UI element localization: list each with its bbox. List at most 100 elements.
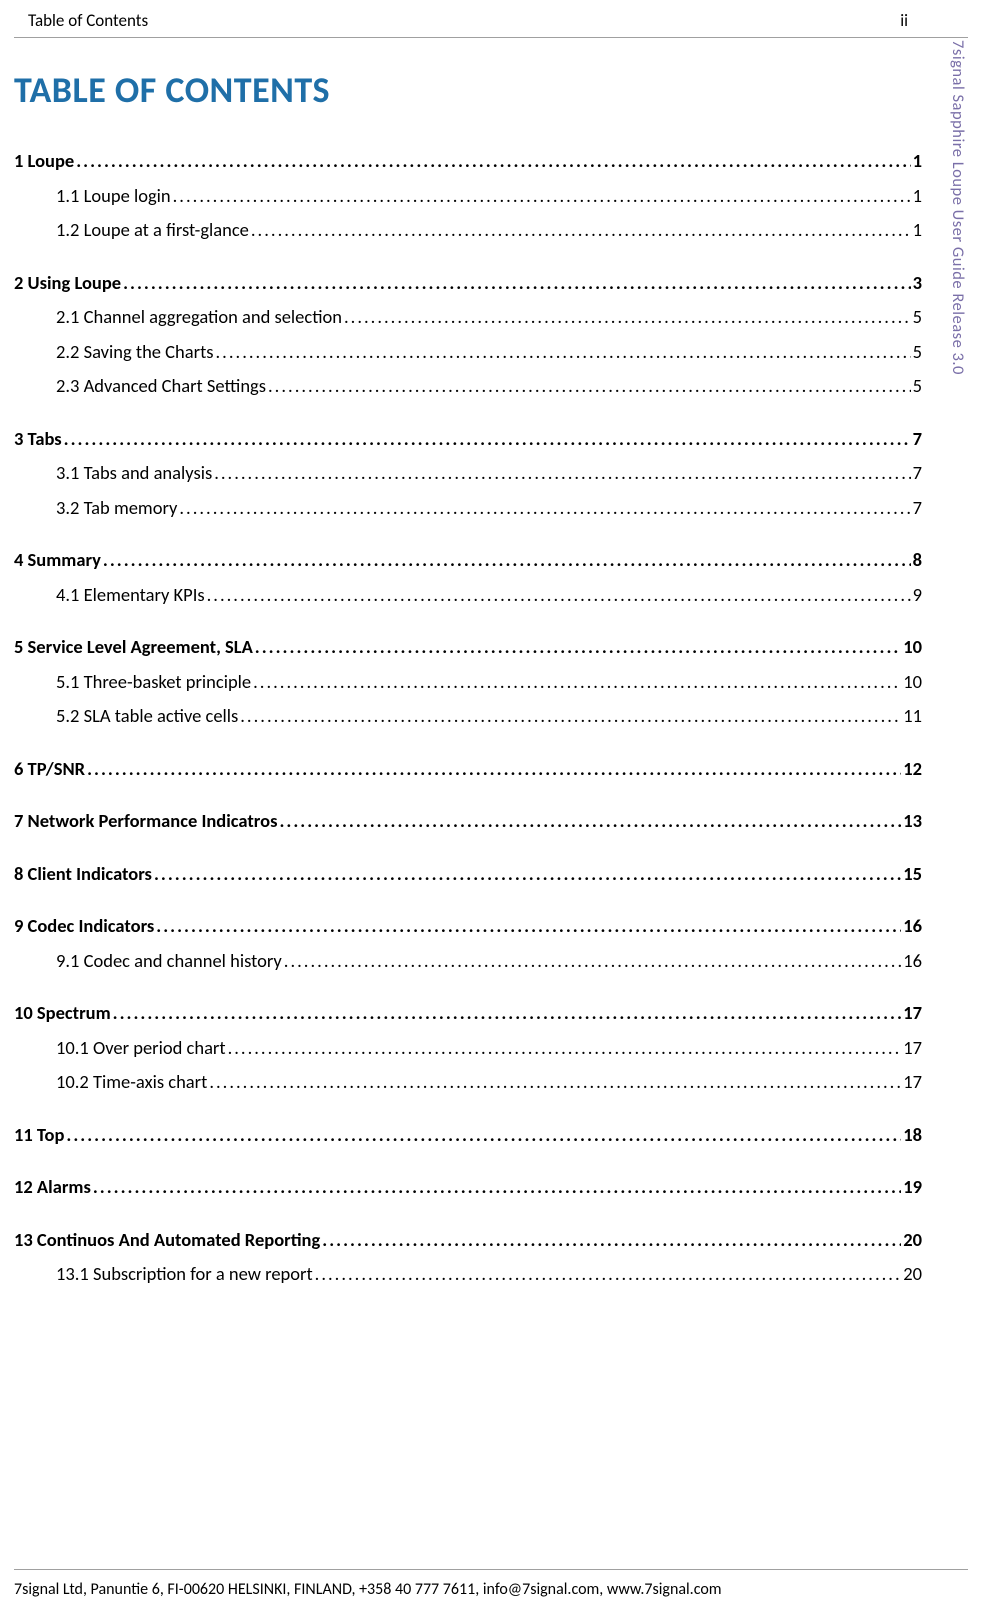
toc-leader-dots — [282, 952, 901, 971]
toc-entry-label: 8 Client Indicators — [14, 865, 152, 884]
toc-entry-page: 5 — [911, 308, 922, 327]
toc-entry-label: 9.1 Codec and channel history — [56, 952, 282, 971]
toc-entry-label: 1.1 Loupe login — [56, 187, 171, 206]
toc-leader-dots — [249, 221, 911, 240]
toc-leader-dots — [277, 812, 901, 831]
toc-leader-dots — [121, 274, 911, 293]
toc-entry[interactable]: 3.1 Tabs and analysis7 — [14, 464, 922, 483]
toc-leader-dots — [74, 152, 910, 171]
toc-entry-page: 20 — [901, 1265, 922, 1284]
toc-entry-page: 3 — [911, 274, 922, 293]
toc-entry-page: 17 — [901, 1004, 922, 1023]
toc-entry[interactable]: 9 Codec Indicators16 — [14, 917, 922, 936]
toc-entry[interactable]: 12 Alarms19 — [14, 1178, 922, 1197]
toc-leader-dots — [207, 1073, 901, 1092]
toc-leader-dots — [171, 187, 911, 206]
header-page-number: ii — [900, 10, 908, 31]
toc-entry[interactable]: 2.2 Saving the Charts 5 — [14, 343, 922, 362]
toc-leader-dots — [238, 707, 901, 726]
toc-entry-page: 9 — [911, 586, 922, 605]
toc-entry-page: 16 — [901, 952, 922, 971]
toc-entry-page: 7 — [911, 499, 922, 518]
toc-entry[interactable]: 2 Using Loupe 3 — [14, 274, 922, 293]
toc-entry[interactable]: 4 Summary 8 — [14, 551, 922, 570]
toc-leader-dots — [342, 308, 911, 327]
toc-leader-dots — [226, 1039, 902, 1058]
toc-entry-label: 4.1 Elementary KPIs — [56, 586, 205, 605]
page-title: TABLE OF CONTENTS — [14, 68, 922, 112]
toc-leader-dots — [101, 551, 911, 570]
toc-entry-label: 1 Loupe — [14, 152, 74, 171]
toc-leader-dots — [212, 464, 910, 483]
toc-entry-label: 6 TP/SNR — [14, 760, 85, 779]
toc-leader-dots — [320, 1231, 901, 1250]
toc-entry[interactable]: 6 TP/SNR 12 — [14, 760, 922, 779]
toc-entry-page: 1 — [911, 187, 922, 206]
toc-entry-label: 3 Tabs — [14, 430, 62, 449]
toc-entry-page: 20 — [901, 1231, 922, 1250]
toc-entry[interactable]: 1 Loupe 1 — [14, 152, 922, 171]
toc-entry-page: 17 — [901, 1073, 922, 1092]
header-left: Table of Contents — [28, 10, 148, 31]
toc-leader-dots — [154, 917, 901, 936]
toc-entry-label: 4 Summary — [14, 551, 101, 570]
toc-entry-page: 16 — [901, 917, 922, 936]
toc-entry-label: 5.2 SLA table active cells — [56, 707, 238, 726]
toc-entry-label: 10.1 Over period chart — [56, 1039, 226, 1058]
toc-entry-label: 11 Top — [14, 1126, 64, 1145]
toc-entry-page: 8 — [911, 551, 922, 570]
table-of-contents: 1 Loupe 1 1.1 Loupe login 1 1.2 Loupe at a f… — [14, 152, 922, 1284]
toc-entry-label: 10 Spectrum — [14, 1004, 111, 1023]
toc-entry-page: 1 — [911, 152, 922, 171]
toc-leader-dots — [205, 586, 911, 605]
toc-entry[interactable]: 5.2 SLA table active cells 11 — [14, 707, 922, 726]
toc-entry-page: 10 — [901, 673, 922, 692]
toc-entry-page: 18 — [901, 1126, 922, 1145]
vertical-guide-label: 7signal Sapphire Loupe User Guide Releas… — [948, 40, 968, 375]
toc-leader-dots — [266, 377, 911, 396]
page-header: Table of Contents ii — [14, 0, 968, 38]
toc-leader-dots — [91, 1178, 901, 1197]
toc-leader-dots — [85, 760, 901, 779]
toc-entry[interactable]: 10 Spectrum 17 — [14, 1004, 922, 1023]
toc-entry[interactable]: 10.1 Over period chart17 — [14, 1039, 922, 1058]
toc-entry[interactable]: 3.2 Tab memory7 — [14, 499, 922, 518]
toc-entry[interactable]: 1.2 Loupe at a first-glance1 — [14, 221, 922, 240]
toc-entry-page: 12 — [901, 760, 922, 779]
toc-entry[interactable]: 5 Service Level Agreement, SLA10 — [14, 638, 922, 657]
toc-entry[interactable]: 8 Client Indicators 15 — [14, 865, 922, 884]
toc-entry[interactable]: 11 Top 18 — [14, 1126, 922, 1145]
toc-leader-dots — [64, 1126, 901, 1145]
toc-entry[interactable]: 1.1 Loupe login 1 — [14, 187, 922, 206]
toc-entry[interactable]: 3 Tabs 7 — [14, 430, 922, 449]
toc-entry-page: 10 — [901, 638, 922, 657]
toc-entry[interactable]: 9.1 Codec and channel history 16 — [14, 952, 922, 971]
toc-entry[interactable]: 13 Continuos And Automated Reporting20 — [14, 1231, 922, 1250]
toc-entry-label: 13.1 Subscription for a new report — [56, 1265, 313, 1284]
toc-entry-page: 5 — [911, 377, 922, 396]
toc-entry-page: 11 — [901, 707, 922, 726]
toc-leader-dots — [62, 430, 911, 449]
toc-leader-dots — [111, 1004, 902, 1023]
toc-entry-page: 19 — [901, 1178, 922, 1197]
toc-entry-page: 5 — [911, 343, 922, 362]
toc-entry[interactable]: 2.3 Advanced Chart Settings5 — [14, 377, 922, 396]
toc-entry-page: 15 — [901, 865, 922, 884]
toc-leader-dots — [251, 673, 901, 692]
toc-entry[interactable]: 7 Network Performance Indicatros 13 — [14, 812, 922, 831]
toc-entry-label: 2 Using Loupe — [14, 274, 121, 293]
toc-entry[interactable]: 13.1 Subscription for a new report 20 — [14, 1265, 922, 1284]
toc-entry[interactable]: 5.1 Three-basket principle10 — [14, 673, 922, 692]
toc-entry[interactable]: 4.1 Elementary KPIs 9 — [14, 586, 922, 605]
toc-entry-page: 7 — [911, 430, 922, 449]
toc-leader-dots — [313, 1265, 902, 1284]
toc-leader-dots — [152, 865, 901, 884]
toc-entry[interactable]: 2.1 Channel aggregation and selection5 — [14, 308, 922, 327]
page-footer: 7signal Ltd, Panuntie 6, FI-00620 HELSIN… — [14, 1569, 968, 1599]
toc-entry-page: 13 — [901, 812, 922, 831]
toc-entry-label: 7 Network Performance Indicatros — [14, 812, 277, 831]
toc-entry-label: 2.2 Saving the Charts — [56, 343, 214, 362]
toc-leader-dots — [253, 638, 901, 657]
toc-leader-dots — [177, 499, 910, 518]
toc-entry[interactable]: 10.2 Time-axis chart17 — [14, 1073, 922, 1092]
